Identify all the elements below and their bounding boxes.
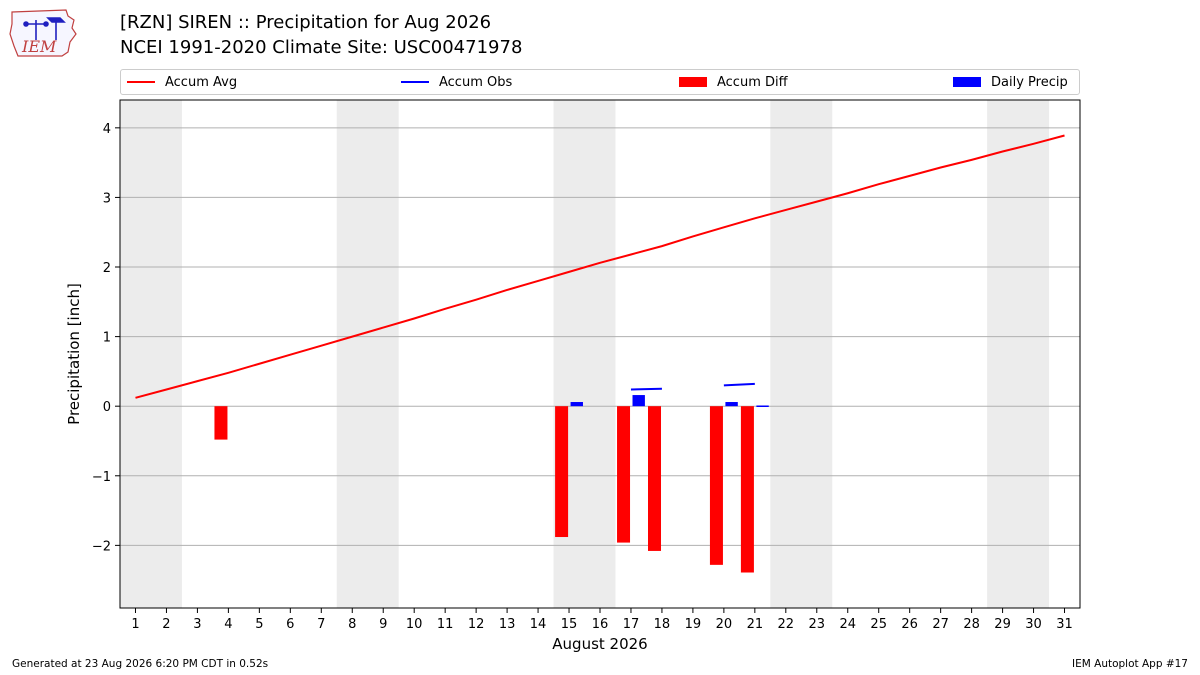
x-tick-label: 15 bbox=[561, 617, 578, 632]
x-tick-label: 24 bbox=[839, 617, 856, 632]
accum-lines bbox=[135, 134, 1065, 399]
accum-diff-bar bbox=[648, 406, 662, 551]
accum-diff-bar bbox=[740, 406, 754, 573]
legend-item-daily-precip: Daily Precip bbox=[953, 70, 1068, 94]
legend-item-accum-avg: Accum Avg bbox=[127, 70, 237, 94]
x-tick-label: 27 bbox=[932, 617, 949, 632]
legend-label-accum-obs: Accum Obs bbox=[439, 74, 513, 90]
x-tick-label: 12 bbox=[468, 617, 485, 632]
daily-precip-bar bbox=[725, 402, 738, 407]
x-tick-label: 26 bbox=[901, 617, 918, 632]
accum-diff-bar bbox=[709, 406, 723, 565]
generated-timestamp: Generated at 23 Aug 2026 6:20 PM CDT in … bbox=[12, 658, 269, 670]
x-tick-label: 10 bbox=[406, 617, 423, 632]
x-tick-label: 2 bbox=[162, 617, 170, 632]
y-tick-label: −1 bbox=[92, 470, 111, 485]
weekend-shade-2 bbox=[336, 100, 399, 608]
legend-swatch-accum-diff bbox=[679, 77, 707, 87]
x-tick-label: 29 bbox=[994, 617, 1011, 632]
logo-text: IEM bbox=[21, 37, 57, 56]
y-tick-label: 1 bbox=[103, 331, 111, 346]
weekend-shade-1 bbox=[120, 100, 182, 608]
x-tick-label: 7 bbox=[317, 617, 325, 632]
iem-logo: IEM bbox=[9, 9, 77, 57]
daily-precip-bar bbox=[570, 402, 583, 407]
legend-item-accum-obs: Accum Obs bbox=[401, 70, 512, 94]
accum-obs-line bbox=[630, 387, 662, 391]
chart-legend: Accum Avg Accum Obs Accum Diff Daily Pre… bbox=[120, 69, 1080, 95]
y-tick-label: 0 bbox=[103, 400, 111, 415]
y-tick-label: 2 bbox=[103, 261, 111, 276]
weather-station-icon bbox=[23, 17, 66, 40]
y-axis-label: Precipitation [inch] bbox=[65, 283, 83, 425]
x-tick-label: 5 bbox=[255, 617, 263, 632]
x-tick-label: 17 bbox=[623, 617, 640, 632]
legend-label-accum-avg: Accum Avg bbox=[165, 74, 238, 90]
y-tick-label: −2 bbox=[92, 539, 111, 554]
legend-label-accum-diff: Accum Diff bbox=[717, 74, 788, 90]
accum-avg-line bbox=[135, 134, 1065, 399]
weekend-shade-5 bbox=[987, 100, 1050, 608]
x-tick-label: 21 bbox=[747, 617, 764, 632]
x-tick-label: 30 bbox=[1025, 617, 1042, 632]
daily-precip-bar bbox=[632, 395, 645, 407]
x-tick-label: 20 bbox=[716, 617, 733, 632]
x-tick-label: 22 bbox=[778, 617, 795, 632]
app-credit: IEM Autoplot App #17 bbox=[1072, 658, 1188, 670]
y-tick-label: 3 bbox=[103, 191, 111, 206]
accum-diff-bar bbox=[214, 406, 228, 440]
weekend-shade-4 bbox=[770, 100, 833, 608]
weekend-shading bbox=[120, 100, 1050, 608]
x-tick-label: 31 bbox=[1056, 617, 1073, 632]
daily-precip-bar bbox=[756, 405, 769, 407]
y-tick-label: 4 bbox=[103, 122, 111, 137]
legend-label-daily-precip: Daily Precip bbox=[991, 74, 1068, 90]
accum-diff-bar bbox=[617, 406, 631, 543]
x-tick-label: 13 bbox=[499, 617, 516, 632]
x-tick-label: 8 bbox=[348, 617, 356, 632]
accum-diff-bar bbox=[555, 406, 569, 538]
legend-swatch-accum-avg bbox=[127, 81, 155, 83]
x-tick-label: 28 bbox=[963, 617, 980, 632]
chart-title: [RZN] SIREN :: Precipitation for Aug 202… bbox=[120, 12, 492, 33]
x-tick-label: 16 bbox=[592, 617, 609, 632]
x-tick-label: 23 bbox=[809, 617, 826, 632]
x-axis-label: August 2026 bbox=[552, 635, 647, 653]
x-tick-label: 14 bbox=[530, 617, 547, 632]
accum-obs-line bbox=[723, 382, 755, 387]
x-tick-label: 11 bbox=[437, 617, 454, 632]
x-tick-label: 18 bbox=[654, 617, 671, 632]
chart-subtitle: NCEI 1991-2020 Climate Site: USC00471978 bbox=[120, 37, 523, 58]
accum-diff-bars bbox=[214, 406, 754, 573]
x-tick-label: 4 bbox=[224, 617, 232, 632]
legend-swatch-accum-obs bbox=[401, 81, 429, 83]
legend-item-accum-diff: Accum Diff bbox=[679, 70, 788, 94]
x-tick-label: 9 bbox=[379, 617, 387, 632]
x-tick-label: 6 bbox=[286, 617, 294, 632]
legend-swatch-daily-precip bbox=[953, 77, 981, 87]
x-tick-label: 3 bbox=[193, 617, 201, 632]
daily-precip-bars bbox=[570, 395, 769, 407]
gridlines bbox=[120, 127, 1080, 546]
x-tick-label: 19 bbox=[685, 617, 702, 632]
x-tick-label: 1 bbox=[131, 617, 139, 632]
x-tick-label: 25 bbox=[870, 617, 887, 632]
